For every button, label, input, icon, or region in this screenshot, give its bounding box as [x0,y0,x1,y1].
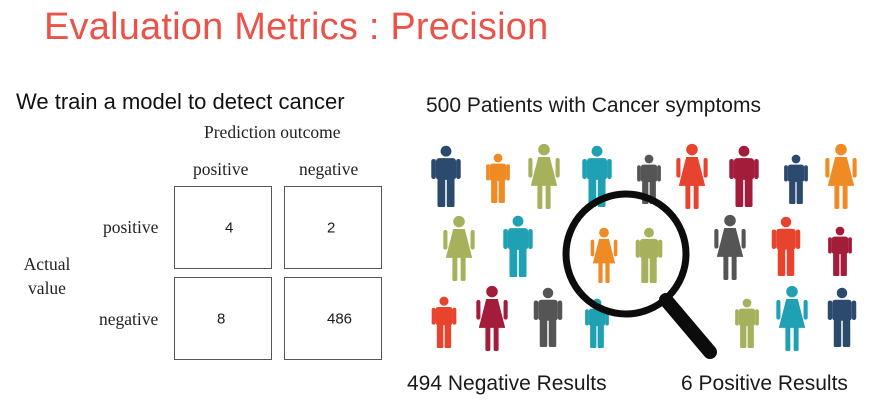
person-figure-icon [776,285,808,351]
magnifying-glass-icon [562,190,717,359]
person-figure-icon [476,285,508,351]
person-figure-icon [827,287,857,347]
person-figure-icon [443,215,475,281]
negative-results-label: 494 Negative Results [407,372,607,395]
column-label-negative: negative [299,159,359,179]
person-figure-icon [828,226,852,276]
cell-value-tn: 486 [327,310,353,327]
cell-value-tp: 4 [225,219,234,236]
person-figure-icon [714,214,746,280]
matrix-cell-fn: 2 [284,186,382,269]
person-figure-icon [590,227,618,283]
person-figure-icon [729,145,759,207]
row-label-positive: positive [103,217,159,237]
person-figure-icon [431,145,461,207]
column-label-positive: positive [193,159,249,179]
person-figure-icon [771,216,801,276]
right-heading: 500 Patients with Cancer symptoms [426,94,761,117]
matrix-cell-tn: 486 [284,277,382,360]
person-figure-icon [533,287,563,347]
slide-title: Evaluation Metrics : Precision [44,6,549,48]
row-label-negative: negative [99,309,159,329]
cell-value-fn: 2 [327,219,336,236]
person-figure-icon [825,143,857,209]
person-figure-icon [431,296,457,348]
matrix-cell-tp: 4 [174,186,272,269]
positive-results-label: 6 Positive Results [681,372,848,395]
person-figure-icon [503,215,533,277]
actual-label-line-1: Actual [23,254,71,274]
prediction-outcome-label: Prediction outcome [204,122,341,142]
person-figure-icon [486,153,510,203]
actual-label-line-2: value [28,278,66,298]
person-figure-icon [784,154,808,204]
person-figure-icon [635,227,663,283]
actual-value-label: Actual value [16,252,78,300]
left-heading: We train a model to detect cancer [16,89,345,114]
matrix-cell-fp: 8 [174,277,272,360]
person-figure-icon [676,143,708,209]
cell-value-fp: 8 [217,310,226,327]
person-figure-icon [528,143,560,209]
person-figure-icon [735,298,759,348]
